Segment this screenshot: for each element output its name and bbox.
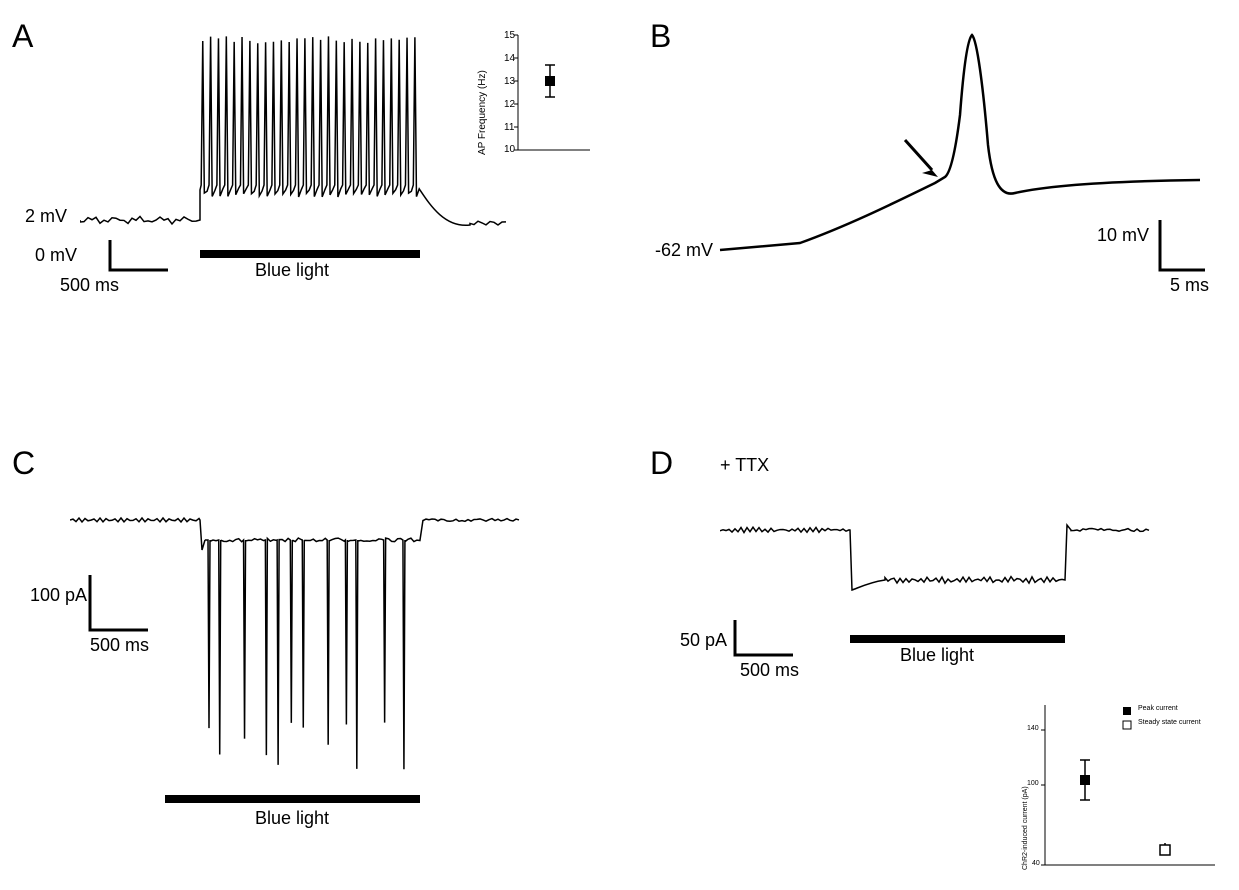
- arrow-shaft: [905, 140, 932, 170]
- stim-bar-c: [165, 795, 420, 803]
- scale-bar-a: [110, 240, 168, 270]
- panel-d-label: D: [650, 445, 673, 482]
- panel-c-trace: [70, 480, 520, 840]
- stim-bar-a: [200, 250, 420, 258]
- panel-a-trace: [80, 20, 510, 280]
- inset-a-tick-10: 10: [504, 144, 515, 155]
- panel-b-baseline-label: -62 mV: [655, 240, 713, 261]
- panel-a-stim-label: Blue light: [255, 260, 329, 281]
- scale-bar-c: [90, 575, 148, 630]
- inset-a-tick-13: 13: [504, 76, 515, 87]
- panel-a-scale-v: 0 mV: [35, 245, 77, 266]
- inset-a-ylabel: AP Frequency (Hz): [477, 70, 488, 155]
- panel-c-stim-label: Blue light: [255, 808, 329, 829]
- inset-a-tick-12: 12: [504, 99, 515, 110]
- panel-a-label: A: [12, 18, 33, 55]
- panel-b-trace: [700, 25, 1220, 285]
- panel-d-condition: + TTX: [720, 455, 769, 476]
- inset-d-tick-40: 40: [1032, 860, 1040, 867]
- scale-bar-b: [1160, 220, 1205, 270]
- panel-c-scale-v: 100 pA: [30, 585, 87, 606]
- inset-d-legend2: Steady state current: [1138, 719, 1201, 726]
- inset-d-tick-100: 100: [1027, 780, 1039, 787]
- panel-c-scale-h: 500 ms: [90, 635, 149, 656]
- panel-a-baseline-label: 2 mV: [25, 206, 67, 227]
- inset-d-tick-140: 140: [1027, 725, 1039, 732]
- panel-c-label: C: [12, 445, 35, 482]
- inset-d-ylabel: ChR2-induced current (pA): [1022, 786, 1029, 870]
- panel-b-label: B: [650, 18, 671, 55]
- inset-a-tick-14: 14: [504, 53, 515, 64]
- panel-d-scale-h: 500 ms: [740, 660, 799, 681]
- ap-waveform: [720, 35, 1200, 250]
- scale-bar-d: [735, 620, 793, 655]
- arrow-head: [922, 170, 938, 177]
- panel-d-stim-label: Blue light: [900, 645, 974, 666]
- inset-a-tick-11: 11: [504, 122, 514, 133]
- inset-d-legend1: Peak current: [1138, 705, 1178, 712]
- panel-b-scale-v: 10 mV: [1097, 225, 1149, 246]
- panel-b-scale-h: 5 ms: [1170, 275, 1209, 296]
- panel-a-scale-h: 500 ms: [60, 275, 119, 296]
- panel-d-scale-v: 50 pA: [680, 630, 727, 651]
- inset-a-tick-15: 15: [504, 30, 515, 41]
- stim-bar-d: [850, 635, 1065, 643]
